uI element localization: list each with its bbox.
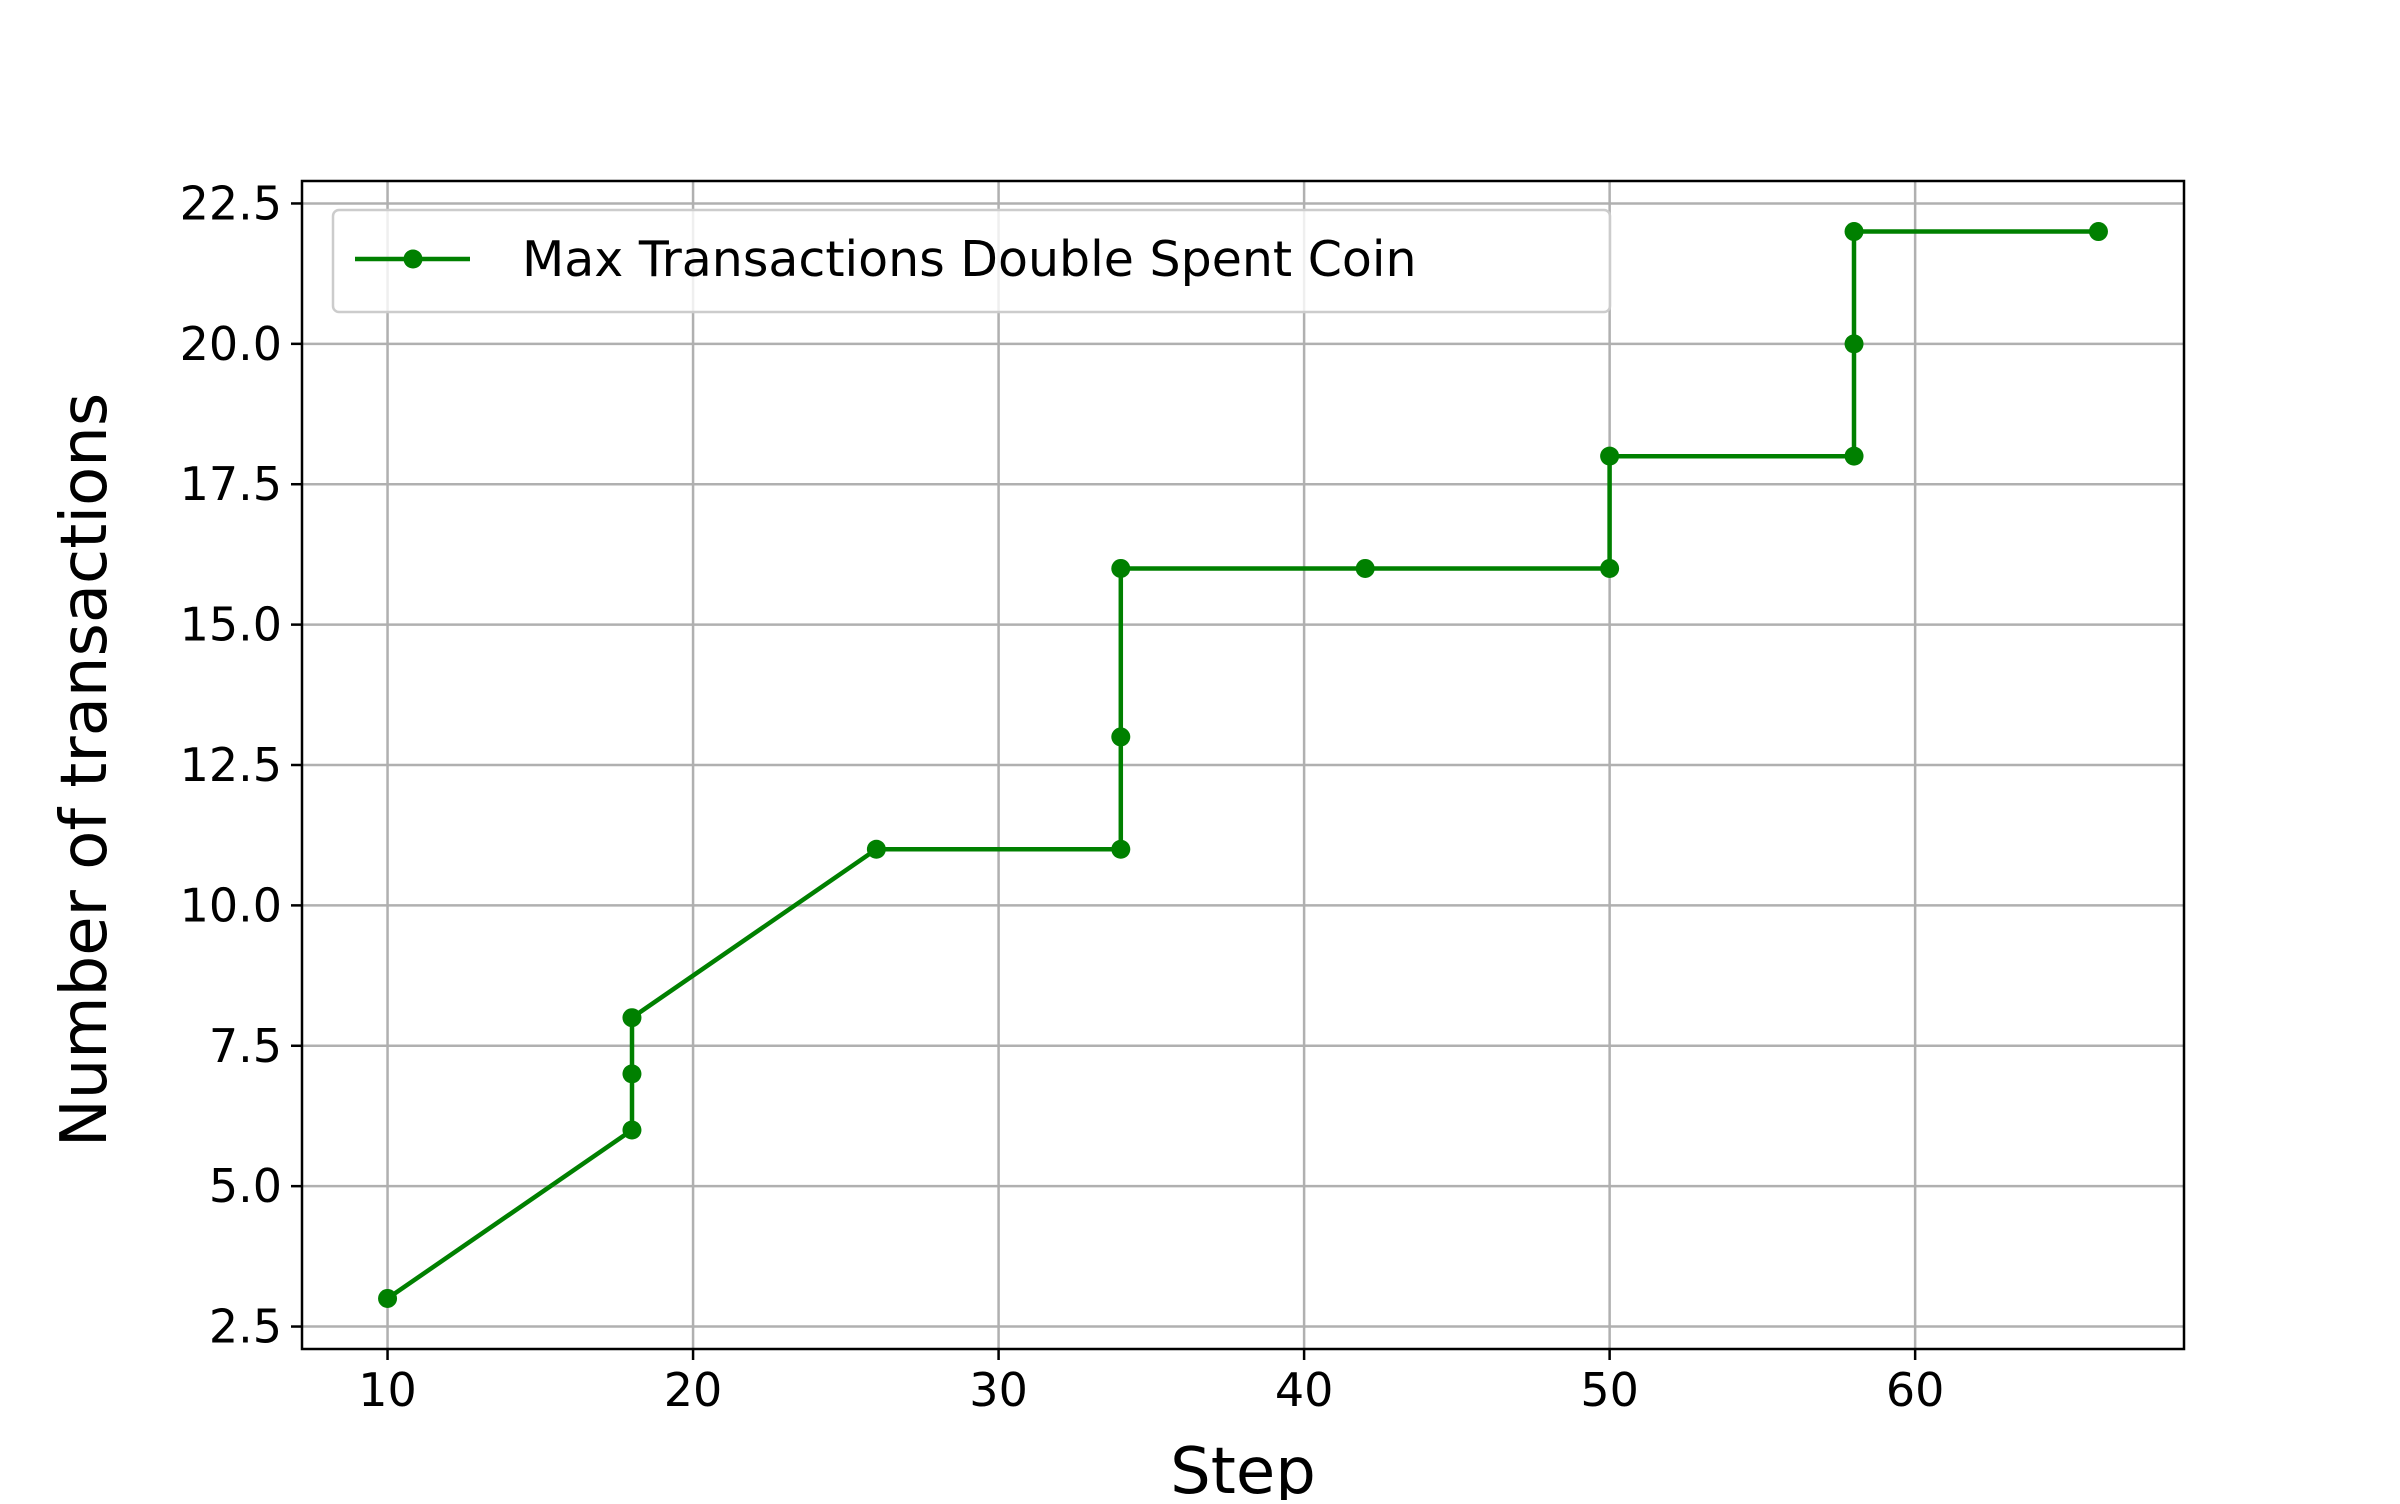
y-tick-label: 20.0	[180, 317, 282, 371]
y-axis-label: Number of transactions	[48, 393, 122, 1147]
data-point	[378, 1288, 398, 1308]
data-point	[622, 1008, 642, 1028]
x-tick-label: 40	[1275, 1363, 1334, 1417]
y-tick-label: 7.5	[209, 1019, 282, 1073]
y-tick-label: 5.0	[209, 1159, 282, 1213]
grid-lines	[302, 181, 2184, 1349]
data-point	[1600, 446, 1620, 466]
data-point	[2088, 222, 2108, 242]
data-point	[1844, 334, 1864, 354]
y-tick-label: 2.5	[209, 1300, 282, 1354]
y-tick-label: 22.5	[180, 176, 282, 230]
x-tick-label: 60	[1886, 1363, 1945, 1417]
y-tick-label: 12.5	[180, 738, 282, 792]
axis-ticks: 10 20 30 40 50 60 2.5 5.0 7.5 10.0 12.5 15.0 17.5 20.…	[180, 176, 1945, 1417]
y-tick-label: 17.5	[180, 457, 282, 511]
data-point	[866, 839, 886, 859]
legend-frame	[331, 208, 1612, 314]
legend-label: Max Transactions Double Spent Coin	[522, 231, 1417, 288]
x-tick-label: 10	[358, 1363, 417, 1417]
data-point	[622, 1120, 642, 1140]
data-point	[1355, 558, 1375, 578]
data-point	[1111, 839, 1131, 859]
legend: Max Transactions Double Spent Coin	[331, 208, 1612, 314]
legend-marker	[403, 249, 423, 269]
data-point	[1111, 727, 1131, 747]
data-point	[1844, 222, 1864, 242]
x-axis-label: Step	[1170, 1435, 1316, 1500]
data-point	[1600, 558, 1620, 578]
x-tick-label: 20	[664, 1363, 723, 1417]
y-tick-label: 15.0	[180, 598, 282, 652]
x-tick-label: 30	[969, 1363, 1028, 1417]
data-point	[1111, 558, 1131, 578]
data-point	[622, 1064, 642, 1084]
data-point	[1844, 446, 1864, 466]
series-layer	[378, 222, 2108, 1308]
y-tick-label: 10.0	[180, 878, 282, 932]
x-tick-label: 50	[1580, 1363, 1639, 1417]
